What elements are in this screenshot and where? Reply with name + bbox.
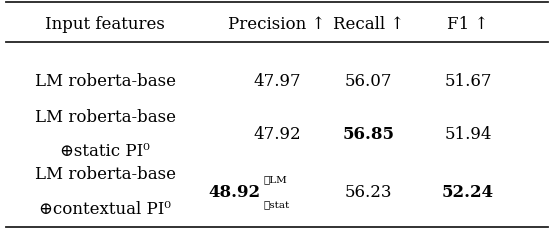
- Text: ⋆LM: ⋆LM: [263, 174, 287, 183]
- Text: 56.85: 56.85: [342, 125, 394, 142]
- Text: 51.94: 51.94: [444, 125, 492, 142]
- Text: 56.07: 56.07: [345, 73, 392, 90]
- Text: 48.92: 48.92: [208, 183, 260, 200]
- Text: LM roberta-base: LM roberta-base: [35, 73, 176, 90]
- Text: 52.24: 52.24: [442, 183, 494, 200]
- Text: 47.92: 47.92: [253, 125, 301, 142]
- Text: LM roberta-base: LM roberta-base: [35, 108, 176, 125]
- Text: ⊕contextual PI⁰: ⊕contextual PI⁰: [39, 200, 171, 217]
- Text: ⊕static PI⁰: ⊕static PI⁰: [60, 143, 150, 160]
- Text: Input features: Input features: [45, 16, 165, 33]
- Text: 47.97: 47.97: [253, 73, 301, 90]
- Text: F1 ↑: F1 ↑: [448, 16, 489, 33]
- Text: 56.23: 56.23: [345, 183, 392, 200]
- Text: Recall ↑: Recall ↑: [333, 16, 404, 33]
- Text: LM roberta-base: LM roberta-base: [35, 166, 176, 183]
- Text: ⋆stat: ⋆stat: [263, 199, 289, 208]
- Text: 51.67: 51.67: [444, 73, 492, 90]
- Text: Precision ↑: Precision ↑: [228, 16, 326, 33]
